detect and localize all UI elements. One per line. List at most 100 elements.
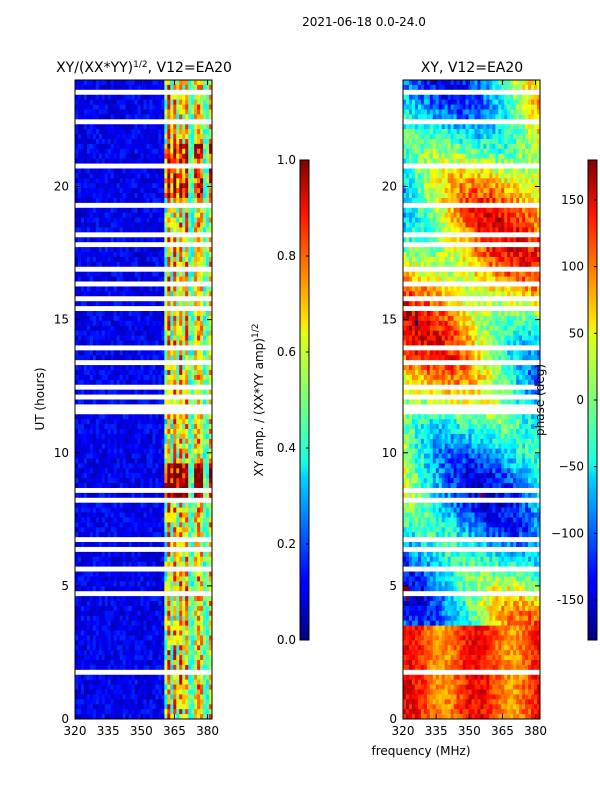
left-heatmap-cell [167,144,170,149]
left-heatmap-cell [185,675,188,680]
left-heatmap-cell [138,675,141,680]
left-heatmap-cell [138,311,141,316]
left-flagged-row [75,232,212,237]
left-heatmap-cell [141,532,144,537]
left-heatmap-cell [206,532,209,537]
left-heatmap-cell [138,478,141,483]
left-heatmap-cell [138,473,141,478]
left-heatmap-cell [84,513,87,518]
left-heatmap-cell [123,680,126,685]
left-heatmap-cell [203,429,206,434]
left-heatmap-cell [114,168,117,173]
left-heatmap-cell [126,380,129,385]
left-heatmap-cell [164,316,167,321]
left-heatmap-cell [185,218,188,223]
left-heatmap-cell [99,414,102,419]
left-heatmap-cell [155,139,158,144]
left-heatmap-cell [108,262,111,267]
left-heatmap-cell [105,458,108,463]
left-heatmap-cell [197,370,200,375]
left-heatmap-cell [149,493,152,498]
left-heatmap-cell [203,424,206,429]
left-heatmap-cell [87,454,90,459]
left-heatmap-cell [173,699,176,704]
left-heatmap-cell [138,704,141,709]
left-heatmap-cell [141,699,144,704]
left-heatmap-cell [114,355,117,360]
left-heatmap-cell [99,208,102,213]
left-heatmap-cell [200,124,203,129]
left-heatmap-cell [111,227,114,232]
left-heatmap-cell [123,444,126,449]
left-heatmap-cell [135,80,138,85]
left-heatmap-cell [158,257,161,262]
left-heatmap-cell [200,188,203,193]
left-heatmap-cell [155,473,158,478]
left-heatmap-cell [164,458,167,463]
left-heatmap-cell [126,463,129,468]
left-heatmap-cell [138,350,141,355]
left-heatmap-cell [182,237,185,242]
left-heatmap-cell [191,262,194,267]
left-heatmap-cell [123,429,126,434]
left-heatmap-cell [197,645,200,650]
left-heatmap-cell [129,557,132,562]
left-heatmap-cell [173,355,176,360]
left-heatmap-cell [96,277,99,282]
left-heatmap-cell [96,193,99,198]
left-heatmap-cell [114,532,117,537]
left-heatmap-cell [87,660,90,665]
left-heatmap-cell [185,341,188,346]
left-heatmap-cell [158,144,161,149]
left-heatmap-cell [129,198,132,203]
left-heatmap-cell [182,444,185,449]
left-heatmap-cell [135,183,138,188]
left-heatmap-cell [111,572,114,577]
left-heatmap-cell [149,557,152,562]
left-heatmap-cell [96,468,99,473]
left-heatmap-cell [84,114,87,119]
left-heatmap-cell [206,680,209,685]
left-heatmap-cell [206,100,209,105]
left-heatmap-cell [129,562,132,567]
left-heatmap-cell [185,557,188,562]
left-heatmap-cell [120,439,123,444]
left-heatmap-cell [173,690,176,695]
left-heatmap-cell [105,473,108,478]
left-heatmap-cell [117,685,120,690]
left-heatmap-cell [135,139,138,144]
left-heatmap-cell [111,449,114,454]
left-heatmap-cell [138,237,141,242]
left-heatmap-cell [170,400,173,405]
left-heatmap-cell [84,336,87,341]
left-heatmap-cell [182,109,185,114]
left-heatmap-cell [117,694,120,699]
left-heatmap-cell [84,321,87,326]
left-heatmap-cell [132,400,135,405]
left-heatmap-cell [170,454,173,459]
left-heatmap-cell [138,542,141,547]
left-heatmap-cell [179,365,182,370]
left-heatmap-cell [114,483,117,488]
left-heatmap-cell [164,503,167,508]
left-heatmap-cell [164,640,167,645]
left-heatmap-cell [155,183,158,188]
left-heatmap-cell [138,105,141,110]
left-heatmap-cell [87,572,90,577]
left-heatmap-cell [120,444,123,449]
left-heatmap-cell [173,601,176,606]
left-heatmap-cell [173,709,176,714]
left-heatmap-cell [114,444,117,449]
left-heatmap-cell [203,532,206,537]
left-heatmap-cell [87,223,90,228]
left-heatmap-cell [96,139,99,144]
left-heatmap-cell [105,218,108,223]
left-heatmap-cell [164,198,167,203]
left-heatmap-cell [96,414,99,419]
left-heatmap-cell [146,645,149,650]
left-heatmap-cell [90,350,93,355]
left-heatmap-cell [135,478,138,483]
left-heatmap-cell [123,198,126,203]
left-heatmap-cell [203,621,206,626]
left-heatmap-cell [120,586,123,591]
